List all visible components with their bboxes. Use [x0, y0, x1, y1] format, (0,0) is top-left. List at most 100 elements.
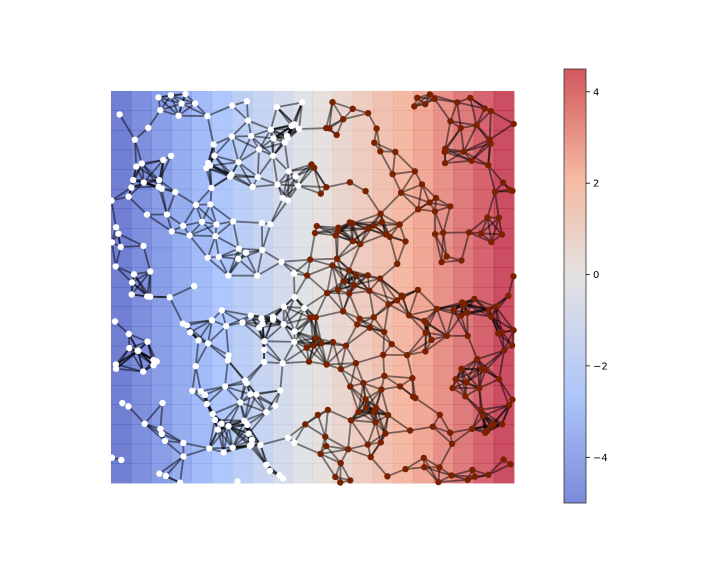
- graph-node: [381, 329, 387, 335]
- colorbar-tick-label: −2: [593, 361, 608, 372]
- graph-node: [387, 234, 393, 240]
- graph-node: [256, 146, 262, 152]
- graph-node: [362, 188, 368, 194]
- graph-node: [145, 125, 151, 131]
- graph-node: [160, 157, 166, 163]
- graph-node: [219, 307, 225, 313]
- graph-node: [235, 256, 241, 262]
- graph-node: [448, 472, 454, 478]
- graph-node: [346, 290, 352, 296]
- graph-node: [332, 474, 338, 480]
- graph-edge: [258, 149, 259, 177]
- graph-node: [205, 340, 211, 346]
- graph-node: [370, 222, 376, 228]
- graph-node: [462, 393, 468, 399]
- field-cell: [413, 248, 434, 268]
- graph-node: [230, 218, 236, 224]
- graph-node: [259, 321, 265, 327]
- graph-node: [162, 438, 168, 444]
- field-cell: [373, 444, 394, 464]
- graph-node: [499, 421, 505, 427]
- colorbar: [564, 69, 586, 503]
- graph-node: [325, 407, 331, 413]
- graph-node: [402, 238, 408, 244]
- graph-node: [458, 125, 464, 131]
- graph-node: [191, 283, 197, 289]
- graph-node: [357, 241, 363, 247]
- graph-node: [377, 275, 383, 281]
- graph-node: [447, 430, 453, 436]
- graph-node: [182, 91, 188, 97]
- graph-node: [144, 293, 150, 299]
- graph-node: [334, 132, 340, 138]
- graph-node: [402, 466, 408, 472]
- graph-node: [326, 125, 332, 131]
- field-cell: [292, 228, 313, 248]
- graph-node: [285, 197, 291, 203]
- field-cell: [232, 287, 253, 307]
- graph-node: [487, 141, 493, 147]
- graph-node: [399, 294, 405, 300]
- field-cell: [454, 189, 475, 209]
- graph-node: [367, 325, 373, 331]
- field-cell: [454, 209, 475, 229]
- graph-node: [304, 345, 310, 351]
- graph-node: [492, 189, 498, 195]
- graph-node: [478, 365, 484, 371]
- graph-node: [437, 412, 443, 418]
- graph-node: [312, 230, 318, 236]
- graph-node: [332, 232, 338, 238]
- graph-node: [510, 327, 516, 333]
- graph-node: [109, 239, 115, 245]
- field-cell: [171, 169, 192, 189]
- graph-node: [128, 184, 134, 190]
- field-cell: [212, 189, 233, 209]
- graph-node: [347, 219, 353, 225]
- graph-node: [141, 179, 147, 185]
- graph-node: [384, 473, 390, 479]
- graph-node: [315, 412, 321, 418]
- graph-node: [216, 254, 222, 260]
- graph-node: [484, 428, 490, 434]
- graph-node: [412, 168, 418, 174]
- field-cell: [393, 209, 414, 229]
- graph-node: [506, 187, 512, 193]
- field-cell: [353, 150, 374, 170]
- graph-node: [398, 190, 404, 196]
- graph-node: [347, 477, 353, 483]
- graph-edge: [299, 128, 326, 129]
- graph-node: [394, 261, 400, 267]
- graph-node: [373, 125, 379, 131]
- graph-node: [267, 468, 273, 474]
- graph-node: [348, 417, 354, 423]
- graph-node: [280, 360, 286, 366]
- graph-node: [159, 400, 165, 406]
- graph-node: [159, 186, 165, 192]
- graph-node: [335, 287, 341, 293]
- graph-node: [199, 219, 205, 225]
- graph-node: [168, 92, 174, 98]
- field-cell: [212, 287, 233, 307]
- graph-node: [180, 453, 186, 459]
- field-cell: [111, 150, 132, 170]
- field-cell: [252, 365, 273, 385]
- graph-node: [212, 233, 218, 239]
- graph-node: [422, 101, 428, 107]
- graph-node: [340, 278, 346, 284]
- graph-node: [310, 342, 316, 348]
- graph-node: [140, 368, 146, 374]
- graph-node: [495, 330, 501, 336]
- field-cell: [413, 130, 434, 150]
- graph-node: [292, 328, 298, 334]
- graph-node: [168, 153, 174, 159]
- graph-node: [213, 221, 219, 227]
- graph-node: [463, 379, 469, 385]
- graph-node: [510, 273, 516, 279]
- graph-node: [154, 358, 160, 364]
- graph-node: [144, 339, 150, 345]
- graph-node: [248, 312, 254, 318]
- graph-node: [353, 272, 359, 278]
- graph-node: [488, 108, 494, 114]
- graph-edge: [190, 235, 216, 236]
